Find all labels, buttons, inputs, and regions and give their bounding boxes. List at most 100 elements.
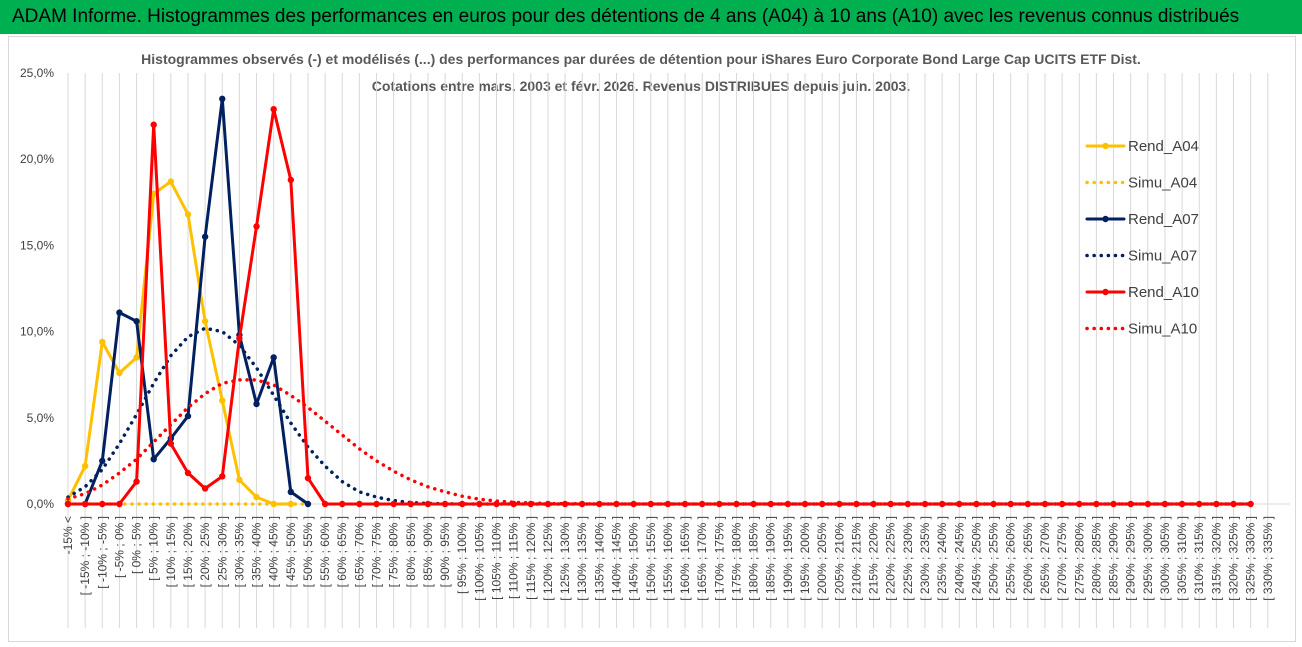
x-tick-label: [ 0% ; 5% ]	[130, 516, 144, 574]
point-rend_a04	[253, 493, 260, 501]
point-rend_a07	[253, 400, 260, 408]
banner-title: ADAM Informe. Histogrammes des performan…	[12, 6, 1240, 27]
series-line-simu_a10	[66, 378, 1253, 506]
legend-marker-rend_a04	[1102, 142, 1109, 150]
point-rend_a10	[938, 500, 946, 508]
x-tick-label: [ 180% ; 185% ]	[747, 516, 761, 601]
point-rend_a10	[1144, 500, 1152, 508]
y-tick-label: 20,0%	[20, 152, 54, 166]
x-tick-label: [ -10% ; -5% ]	[95, 516, 109, 589]
point-rend_a10	[150, 121, 157, 128]
point-rend_a10	[304, 474, 312, 482]
x-tick-label: [ 195% ; 200% ]	[798, 516, 812, 601]
point-rend_a04	[236, 476, 243, 484]
x-tick-label: [ 210% ; 215% ]	[849, 516, 863, 601]
point-rend_a07	[201, 233, 209, 240]
x-tick-label: [ 240% ; 245% ]	[952, 516, 966, 601]
x-tick-label: [ 200% ; 205% ]	[815, 516, 829, 601]
x-tick-label: [ 270% ; 275% ]	[1055, 516, 1069, 601]
x-tick-label: [ 320% ; 325% ]	[1227, 516, 1241, 601]
x-tick-label: [ 235% ; 240% ]	[935, 516, 949, 601]
x-tick-label: [ 60% ; 65% ]	[335, 516, 349, 587]
series-line-rend_a04	[66, 180, 293, 506]
x-tick-label: [ 50% ; 55% ]	[301, 516, 315, 587]
x-tick-label: [ 290% ; 295% ]	[1124, 516, 1138, 601]
point-rend_a10	[356, 500, 363, 508]
y-axis-ticks: 0,0% 5,0% 10,0% 15,0% 20,0% 25,0%	[20, 66, 54, 511]
x-tick-label: [ 85% ; 90% ]	[421, 516, 435, 587]
x-tick-label: [ 245% ; 250% ]	[969, 516, 983, 601]
point-rend_a10	[270, 106, 277, 113]
x-tick-label: [ 145% ; 150% ]	[627, 516, 641, 601]
x-tick-label: [ 325% ; 330% ]	[1244, 516, 1258, 601]
x-tick-label: [ 165% ; 170% ]	[695, 516, 709, 601]
point-rend_a10	[219, 473, 226, 480]
x-tick-label: [ 100% ; 105% ]	[472, 516, 486, 601]
point-rend_a10	[373, 500, 380, 508]
legend-label-rend_a10: Rend_A10	[1128, 284, 1199, 301]
point-rend_a07	[133, 318, 140, 325]
x-tick-label: [ 30% ; 35% ]	[232, 516, 246, 587]
point-rend_a10	[1058, 500, 1066, 508]
point-rend_a04	[184, 211, 192, 218]
x-tick-label: [ 45% ; 50% ]	[284, 516, 298, 587]
x-tick-label: [ 125% ; 130% ]	[558, 516, 572, 601]
point-rend_a10	[424, 500, 432, 508]
point-rend_a10	[681, 500, 689, 508]
point-rend_a07	[116, 309, 123, 316]
x-tick-label: [ 160% ; 165% ]	[678, 516, 692, 601]
x-tick-label: [ 285% ; 290% ]	[1107, 516, 1121, 601]
point-rend_a10	[767, 500, 774, 508]
series-group	[64, 95, 1254, 508]
point-rend_a04	[201, 318, 209, 325]
point-rend_a10	[133, 478, 140, 485]
x-tick-label: [ 255% ; 260% ]	[1004, 516, 1018, 601]
x-tick-label: [ 310% ; 315% ]	[1192, 516, 1206, 601]
legend-label-rend_a04: Rend_A04	[1128, 138, 1199, 155]
x-tick-label: [ 120% ; 125% ]	[541, 516, 555, 601]
point-rend_a10	[801, 500, 809, 508]
x-tick-label: [ 280% ; 285% ]	[1089, 516, 1103, 601]
point-rend_a10	[973, 500, 980, 508]
point-rend_a10	[596, 500, 603, 508]
x-tick-label: [ 140% ; 145% ]	[609, 516, 623, 601]
point-rend_a10	[81, 500, 89, 508]
y-tick-label: 10,0%	[20, 325, 54, 339]
point-rend_a10	[647, 500, 654, 508]
x-tick-label: [ 260% ; 265% ]	[1021, 516, 1035, 601]
y-tick-label: 0,0%	[27, 497, 55, 511]
x-tick-label: [ 130% ; 135% ]	[575, 516, 589, 601]
x-tick-label: [ 65% ; 70% ]	[352, 516, 366, 587]
x-tick-label: [ 220% ; 225% ]	[884, 516, 898, 601]
point-rend_a10	[201, 485, 209, 492]
point-rend_a07	[270, 354, 277, 361]
point-rend_a10	[441, 500, 449, 508]
legend-label-simu_a10: Simu_A10	[1128, 321, 1197, 338]
x-tick-label: [ 70% ; 75% ]	[370, 516, 384, 587]
x-tick-label: [ 5% ; 10% ]	[147, 516, 161, 581]
point-rend_a10	[853, 500, 860, 508]
legend-marker-rend_a10	[1102, 288, 1109, 296]
x-tick-label: [ 305% ; 310% ]	[1175, 516, 1189, 601]
x-tick-label: [ 215% ; 220% ]	[867, 516, 881, 601]
x-tick-label: [ 150% ; 155% ]	[644, 516, 658, 601]
x-tick-label: [ -15% ; -10% ]	[78, 516, 92, 595]
chart-frame	[8, 36, 1296, 642]
x-axis-ticks: -15% <[ -15% ; -10% ][ -10% ; -5% ][ -5%…	[61, 516, 1275, 601]
series-line-rend_a10	[66, 107, 1253, 506]
x-tick-label: [ 115% ; 120% ]	[524, 516, 538, 600]
point-rend_a04	[81, 462, 89, 470]
x-tick-label: [ 155% ; 160% ]	[661, 516, 675, 601]
x-tick-label: [ 170% ; 175% ]	[712, 516, 726, 601]
point-rend_a07	[150, 455, 157, 463]
x-tick-label: [ 35% ; 40% ]	[250, 516, 264, 587]
x-tick-label: [ 275% ; 280% ]	[1072, 516, 1086, 601]
legend-label-simu_a04: Simu_A04	[1128, 175, 1197, 192]
x-tick-label: [ 330% ; 335% ]	[1261, 516, 1275, 601]
legend-marker-rend_a07	[1102, 215, 1109, 223]
point-rend_a10	[339, 500, 346, 508]
point-rend_a07	[304, 500, 312, 508]
point-rend_a04	[219, 397, 226, 404]
x-tick-label: [ 175% ; 180% ]	[729, 516, 743, 601]
